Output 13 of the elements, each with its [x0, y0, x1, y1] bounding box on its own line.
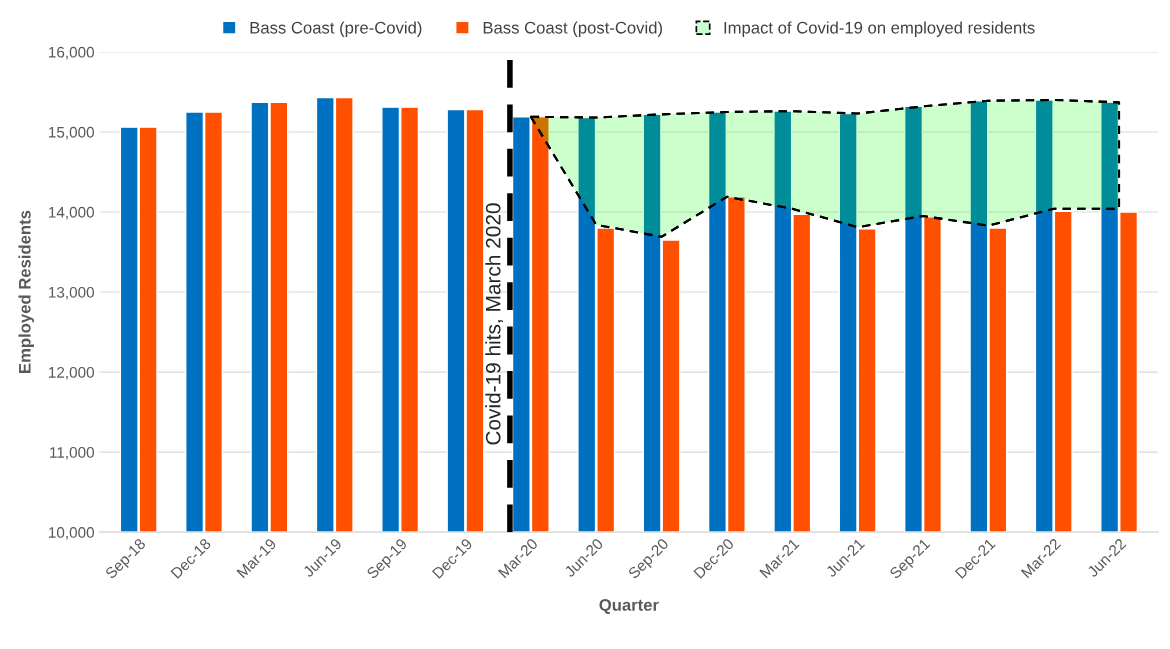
y-tick-label: 12,000	[49, 366, 94, 380]
y-tick-label: 16,000	[49, 46, 94, 60]
x-axis-title: Quarter	[599, 599, 659, 614]
legend-label: Bass Coast (post-Covid)	[483, 21, 662, 37]
y-axis-title: Employed Residents	[18, 210, 34, 373]
legend-label: Impact of Covid-19 on employed residents	[724, 21, 1035, 37]
y-tick-label: 11,000	[50, 447, 94, 460]
legend-label: Bass Coast (pre-Covid)	[250, 21, 422, 37]
y-tick-label: 14,000	[49, 206, 94, 220]
ref-line-label: Covid-19 hits, March 2020	[485, 203, 504, 445]
y-tick-label: 10,000	[49, 527, 94, 540]
y-tick-label: 15,000	[49, 126, 94, 140]
y-tick-label: 13,000	[49, 286, 94, 300]
